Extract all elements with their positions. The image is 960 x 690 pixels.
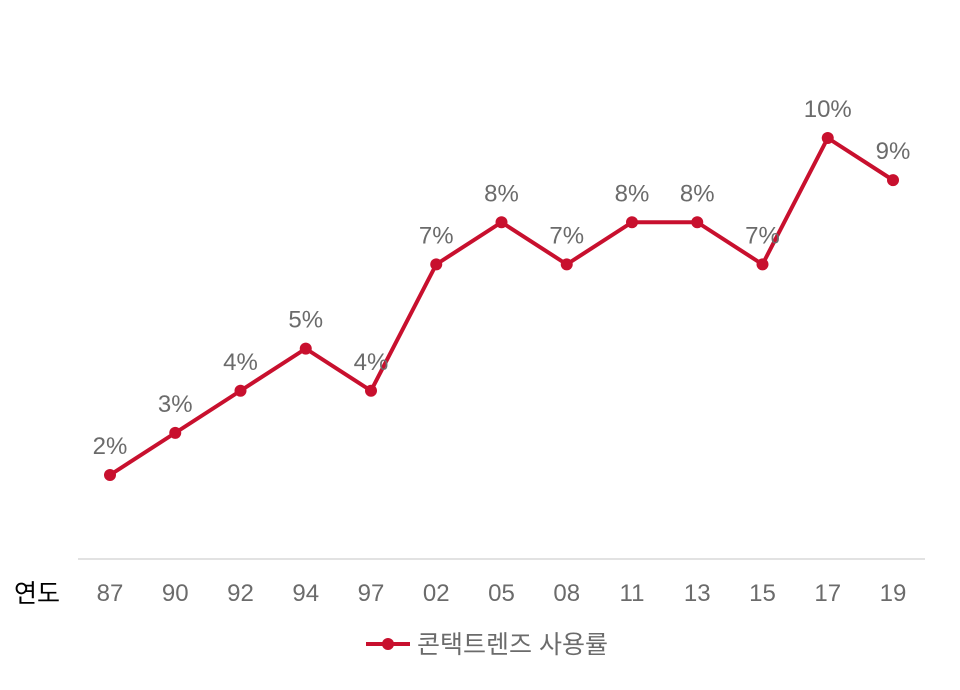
data-label: 3%: [158, 391, 193, 418]
data-point: [626, 216, 638, 229]
x-tick-label: 19: [880, 580, 907, 607]
x-tick-label: 02: [423, 580, 450, 607]
x-tick-labels: 87 90 92 94 97 02 05 08 11 13 15 17 19: [97, 580, 907, 607]
data-points: [104, 132, 899, 481]
data-label: 10%: [804, 96, 852, 123]
x-tick-label: 13: [684, 580, 711, 607]
data-point: [495, 216, 508, 229]
legend: 콘택트렌즈 사용률: [366, 631, 608, 659]
data-label: 9%: [876, 138, 911, 165]
data-label: 8%: [615, 180, 650, 207]
x-tick-label: 15: [749, 580, 776, 607]
data-label: 8%: [484, 180, 519, 207]
data-label: 7%: [745, 222, 780, 249]
x-tick-label: 08: [553, 580, 580, 607]
data-label: 5%: [288, 307, 323, 334]
data-label: 7%: [549, 222, 584, 249]
legend-dot-marker: [382, 638, 394, 650]
x-tick-label: 87: [97, 580, 124, 607]
data-label: 4%: [354, 349, 389, 376]
data-label: 7%: [419, 222, 454, 249]
x-tick-label: 90: [162, 580, 189, 607]
x-tick-label: 11: [620, 580, 645, 607]
data-point: [560, 258, 573, 271]
data-point: [365, 384, 377, 397]
x-tick-label: 17: [814, 580, 841, 607]
data-point: [756, 258, 769, 271]
data-point: [691, 216, 704, 229]
data-label: 4%: [223, 349, 258, 376]
x-tick-label: 05: [488, 580, 515, 607]
data-point: [169, 426, 182, 439]
data-point: [299, 342, 312, 355]
data-label: 8%: [680, 180, 715, 207]
data-point: [234, 384, 247, 397]
data-label: 2%: [93, 433, 128, 460]
data-point: [821, 132, 834, 144]
data-point: [430, 258, 443, 271]
data-point: [887, 174, 899, 187]
x-tick-label: 94: [292, 580, 319, 607]
x-tick-label: 92: [227, 580, 254, 607]
x-tick-label: 97: [358, 580, 385, 607]
legend-label: 콘택트렌즈 사용률: [417, 631, 608, 659]
x-axis-title: 연도: [14, 580, 60, 608]
data-labels: 2% 3% 4% 5% 4% 7% 8% 7% 8% 8% 7% 10% 9%: [93, 96, 911, 460]
data-point: [104, 469, 116, 481]
